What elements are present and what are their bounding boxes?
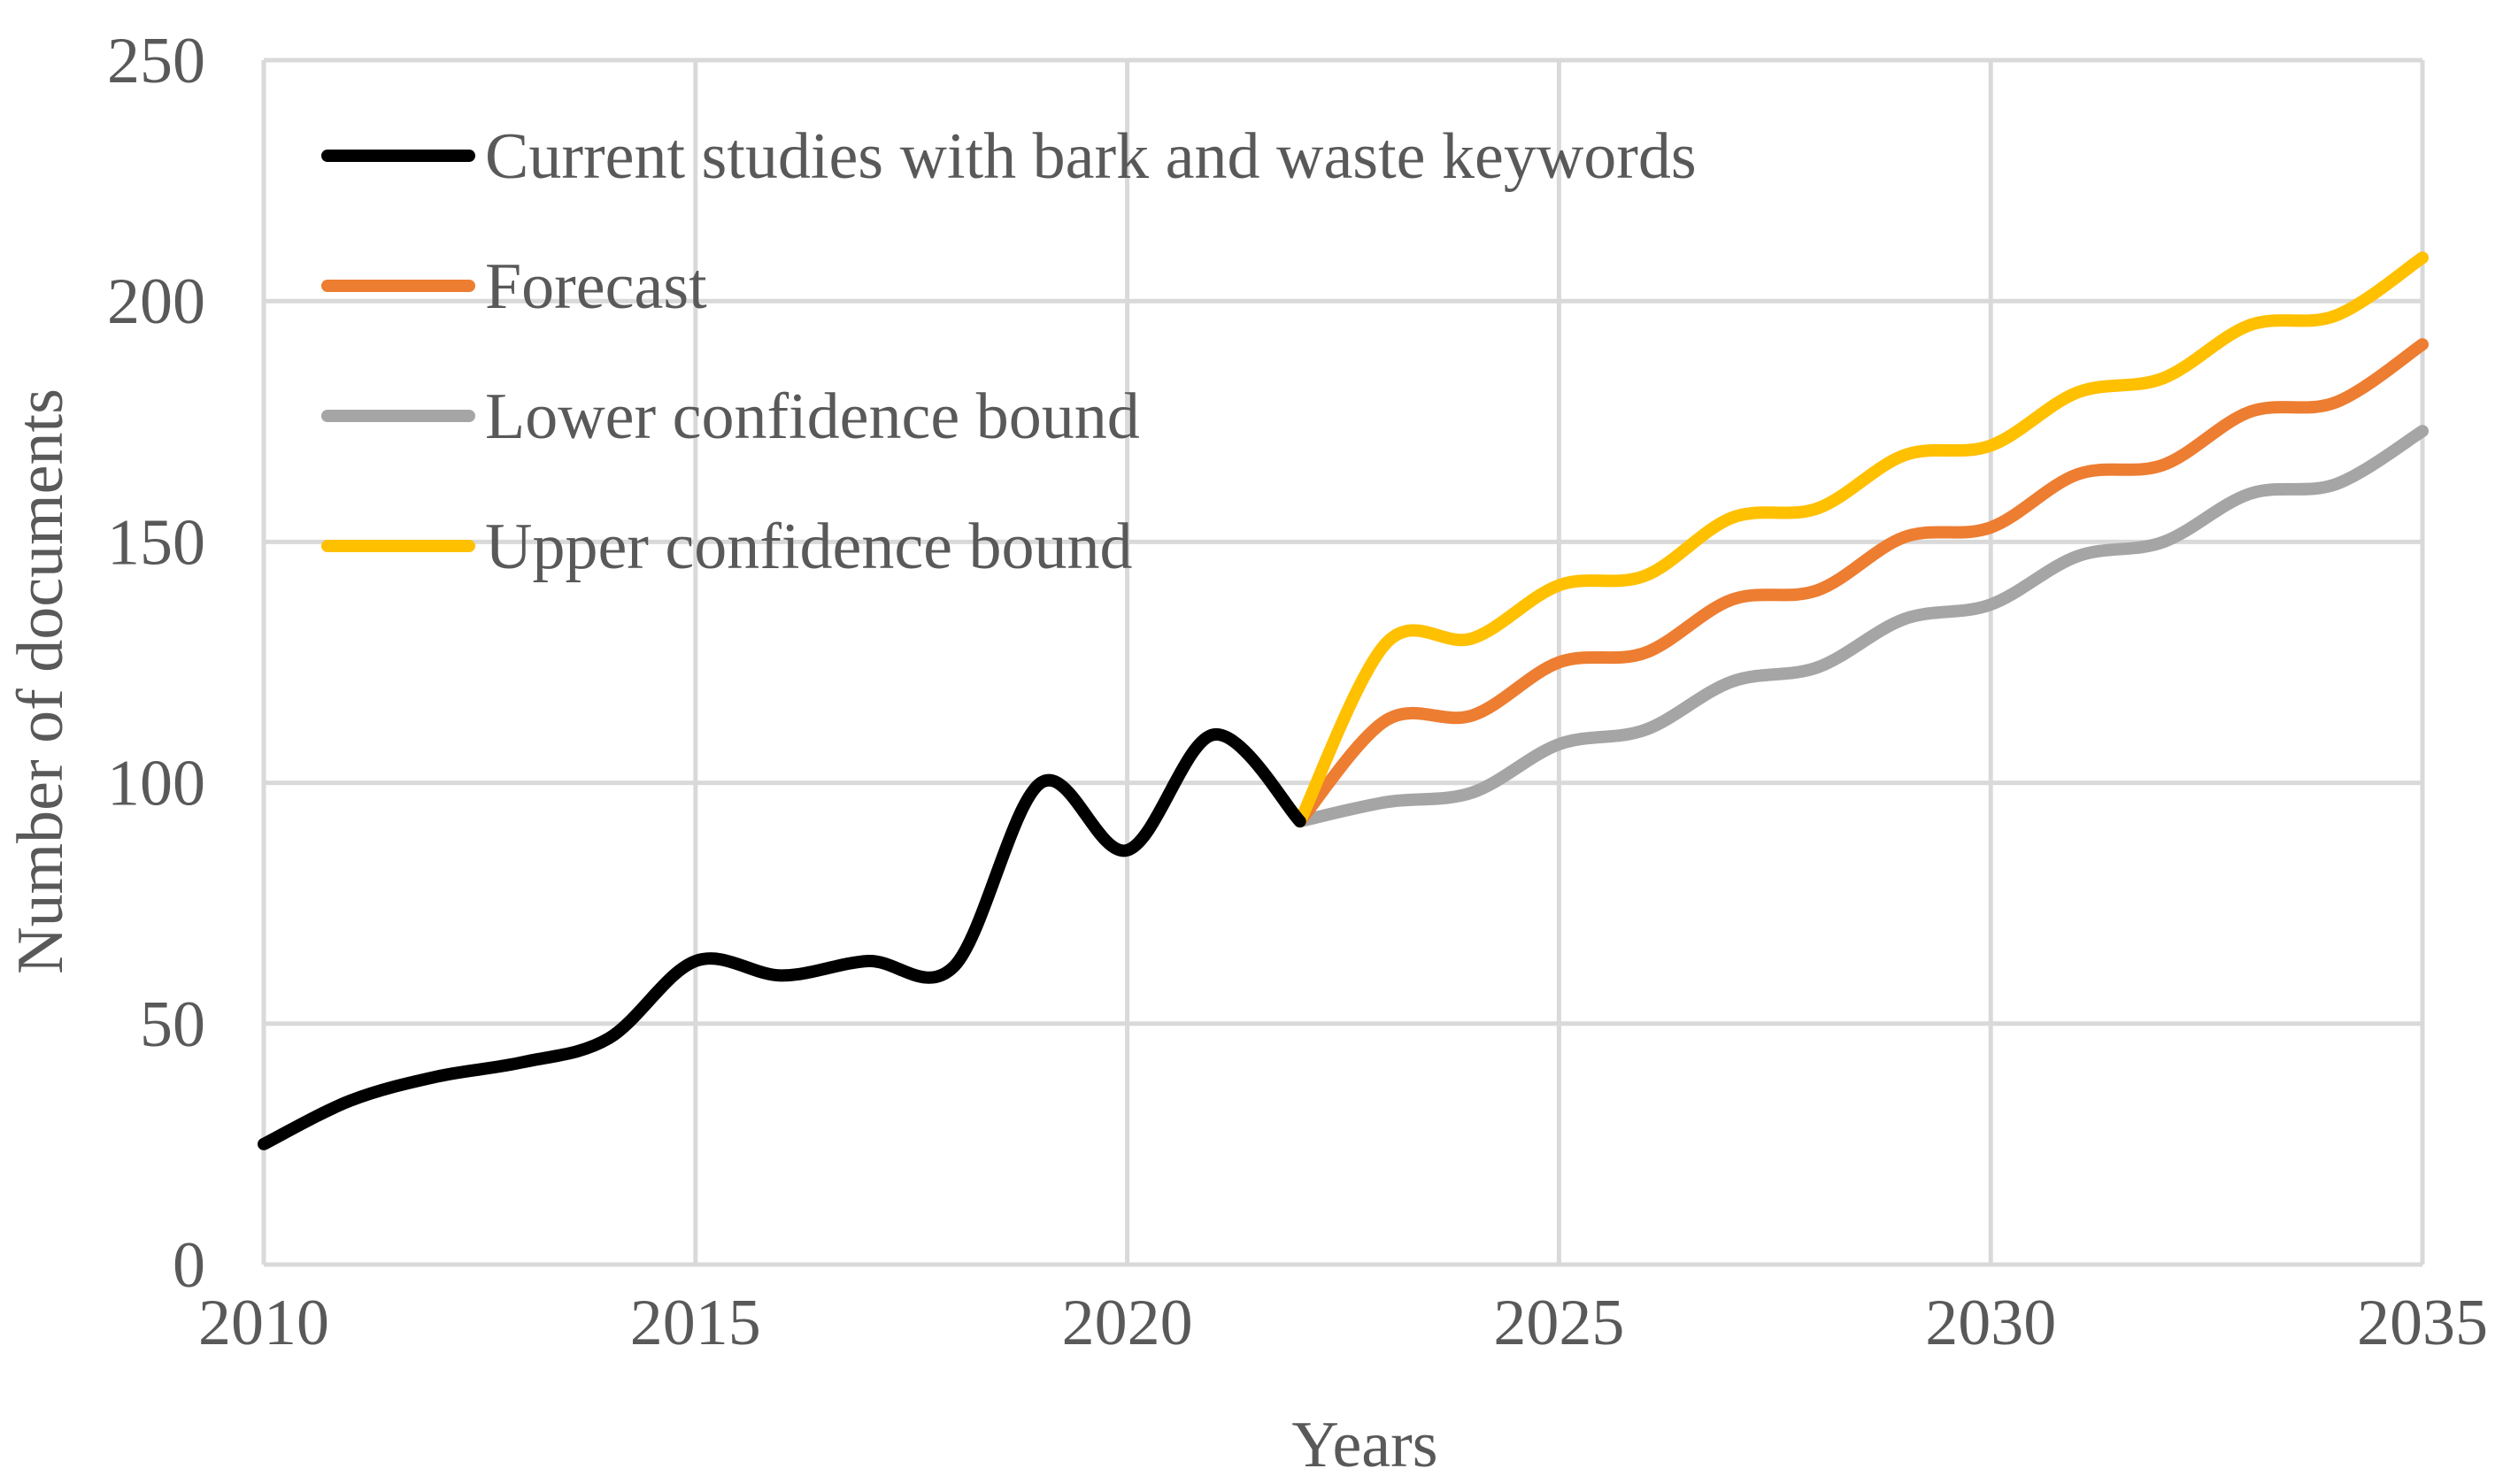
y-tick-label: 0 [173,1229,205,1302]
series-line-upper-confidence-bound [1293,251,2429,828]
x-tick-label: 2020 [1062,1287,1193,1359]
y-tick-label: 100 [107,748,205,820]
legend: Current studies with bark and waste keyw… [321,120,1697,583]
x-tick-label: 2010 [198,1287,329,1359]
series-group [258,251,2429,1150]
series-line-current-studies-with-bark-and-waste-keywords [258,728,1306,1150]
series-line-lower-confidence-bound [1293,425,2429,828]
series-line-forecast [1293,338,2429,828]
legend-label: Forecast [485,250,707,323]
x-tick-label: 2015 [630,1287,761,1359]
x-tick-label: 2035 [2357,1287,2488,1359]
grid [261,58,2425,1267]
x-tick-label: 2030 [1925,1287,2056,1359]
legend-label: Upper confidence bound [485,511,1133,583]
y-tick-label: 200 [107,265,205,338]
legend-label: Current studies with bark and waste keyw… [485,120,1697,193]
x-axis-title: Years [1291,1409,1437,1481]
x-tick-labels: 2010 2015 2020 2025 2030 2035 [198,1287,2488,1359]
x-tick-label: 2025 [1493,1287,1624,1359]
y-tick-label: 250 [107,25,205,97]
y-tick-label: 150 [107,506,205,579]
y-tick-label: 50 [140,988,205,1061]
y-tick-labels: 0 50 100 150 200 250 [107,25,205,1302]
y-axis-title: Number of documents [4,388,77,974]
legend-label: Lower confidence bound [485,381,1140,453]
